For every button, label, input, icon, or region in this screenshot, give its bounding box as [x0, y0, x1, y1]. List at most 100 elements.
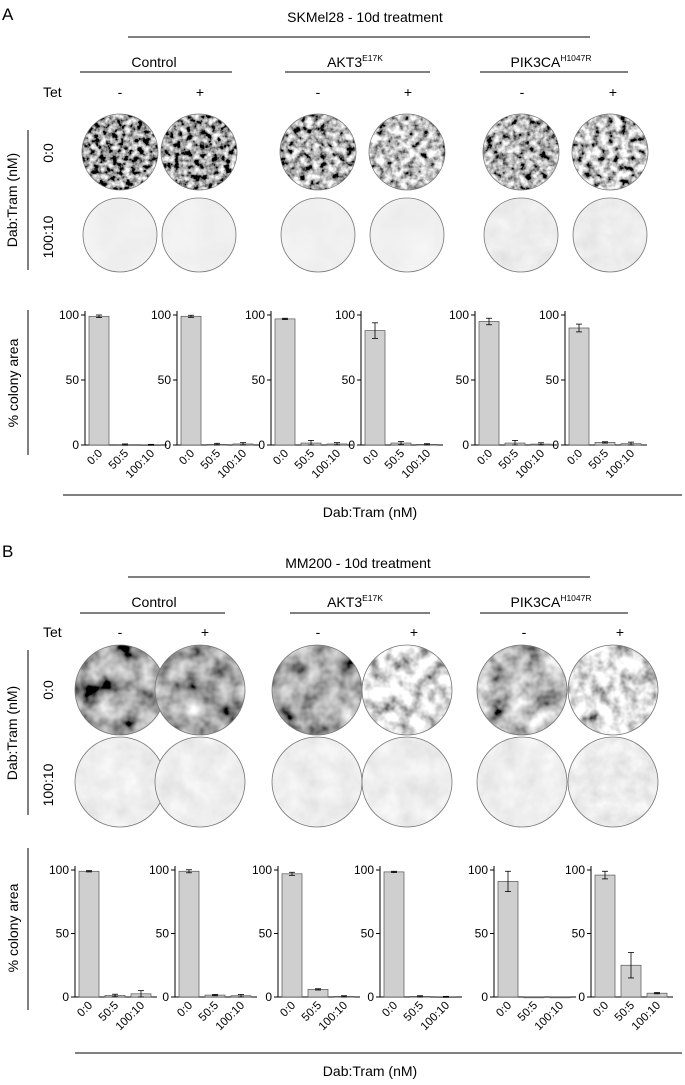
tet-state: -	[316, 624, 321, 640]
petri-dish	[74, 644, 166, 736]
y-tick-label: 100	[252, 863, 272, 877]
bar	[594, 874, 616, 998]
y-tick-label: 100	[354, 863, 374, 877]
category-label: 100:10	[216, 448, 249, 481]
y-tick-label: 100	[539, 308, 559, 322]
petri-dish	[483, 197, 559, 273]
y-tick-label: 0	[578, 990, 585, 1004]
category-label: 100:10	[630, 1000, 663, 1033]
tet-state: +	[201, 624, 209, 640]
tet-label: Tet	[43, 84, 62, 100]
category-label: 0:0	[271, 448, 291, 468]
bar	[274, 318, 296, 446]
petri-dish	[280, 197, 356, 273]
bar	[281, 873, 303, 998]
y-tick-label: 50	[66, 373, 80, 387]
row-label: 0:0	[40, 143, 56, 163]
tet-state: -	[520, 84, 525, 100]
petri-dish	[571, 113, 649, 191]
tet-state: +	[410, 624, 418, 640]
category-label: 0:0	[75, 1000, 95, 1020]
tet-state: +	[404, 84, 412, 100]
dish-axis-label: Dab:Tram (nM)	[4, 153, 20, 247]
petri-dish	[154, 736, 246, 828]
bar	[497, 881, 519, 998]
petri-dish	[271, 644, 363, 736]
bar	[78, 870, 100, 998]
y-tick-label: 0	[481, 990, 488, 1004]
petri-dish	[82, 197, 158, 273]
category-label: 100:10	[310, 448, 343, 481]
y-tick-label: 0	[164, 438, 171, 452]
category-label: 0:0	[591, 1000, 611, 1020]
category-label: 0:0	[494, 1000, 514, 1020]
category-label: 100:10	[214, 1000, 247, 1033]
petri-dish	[572, 197, 648, 273]
y-tick-label: 100	[59, 308, 79, 322]
y-tick-label: 0	[265, 990, 272, 1004]
petri-dish	[482, 113, 560, 191]
bar	[88, 315, 110, 446]
category-label: 100:10	[400, 448, 433, 481]
category-label: 100:10	[124, 448, 157, 481]
petri-dish	[81, 113, 159, 191]
category-label: 0:0	[175, 1000, 195, 1020]
petri-dish	[161, 197, 237, 273]
category-label: 0:0	[278, 1000, 298, 1020]
bar	[307, 989, 329, 998]
y-tick-label: 0	[552, 438, 559, 452]
group-label-akt3: AKT3E17K	[327, 53, 383, 70]
petri-dish	[369, 197, 445, 273]
petri-dish	[271, 736, 363, 828]
row-label: 100:10	[40, 763, 56, 806]
petri-dish	[361, 736, 453, 828]
category-label: 0:0	[177, 448, 197, 468]
petri-dish	[476, 736, 568, 828]
y-tick-label: 50	[546, 373, 560, 387]
y-tick-label: 100	[449, 308, 469, 322]
group-label-akt3: AKT3E17K	[327, 593, 383, 610]
y-tick-label: 0	[348, 438, 355, 452]
group-label-control: Control	[131, 594, 176, 610]
y-tick-label: 50	[259, 927, 273, 941]
y-tick-label: 100	[149, 863, 169, 877]
y-tick-label: 50	[158, 373, 172, 387]
tet-state: +	[609, 84, 617, 100]
y-axis-label: % colony area	[5, 883, 21, 972]
x-axis-label: Dab:Tram (nM)	[323, 504, 417, 520]
petri-dish	[368, 113, 446, 191]
y-tick-label: 0	[462, 438, 469, 452]
y-tick-label: 100	[565, 863, 585, 877]
bar	[523, 996, 545, 999]
panel-title: SKMel28 - 10d treatment	[287, 9, 443, 25]
dish-grid	[74, 644, 659, 828]
petri-dish	[476, 644, 568, 736]
group-label-pik3ca: PIK3CAH1047R	[511, 53, 592, 70]
tet-label: Tet	[43, 624, 62, 640]
panel-title: MM200 - 10d treatment	[285, 555, 431, 571]
bar	[568, 327, 590, 446]
y-tick-label: 50	[475, 927, 489, 941]
petri-dish	[279, 113, 357, 191]
y-tick-label: 0	[62, 990, 69, 1004]
y-tick-label: 100	[49, 863, 69, 877]
dish-axis-label: Dab:Tram (nM)	[4, 686, 20, 780]
y-tick-label: 50	[456, 373, 470, 387]
y-tick-label: 100	[468, 863, 488, 877]
y-axis-label: % colony area	[5, 338, 21, 427]
category-label: 0:0	[380, 1000, 400, 1020]
category-label: 100:10	[604, 448, 637, 481]
petri-dish	[567, 644, 659, 736]
y-tick-label: 50	[572, 927, 586, 941]
tet-state: +	[616, 624, 624, 640]
